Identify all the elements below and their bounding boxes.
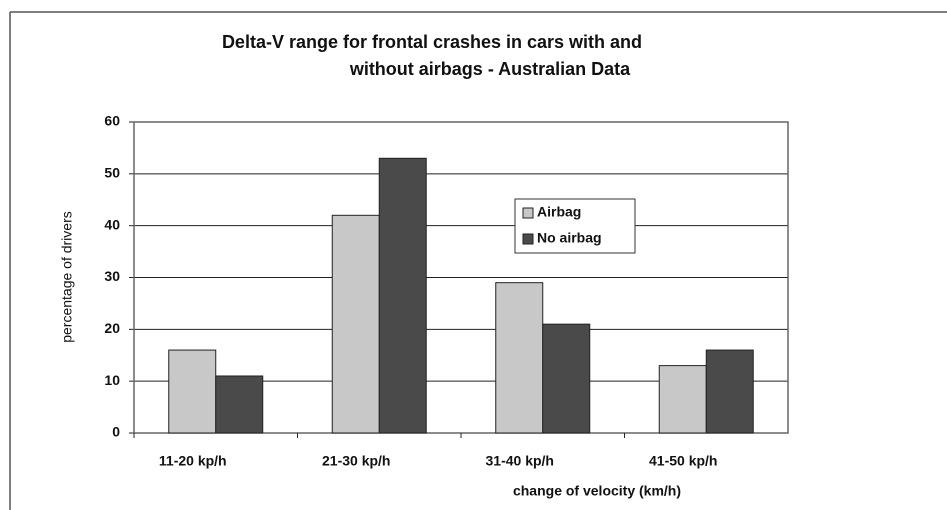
y-tick-label: 50 [104, 165, 120, 181]
y-tick-label: 10 [104, 372, 120, 388]
x-tick-label: 21-30 kp/h [322, 453, 390, 469]
y-tick-label: 0 [112, 424, 120, 440]
y-tick-label: 40 [104, 216, 120, 232]
legend-swatch [522, 207, 534, 219]
y-tick-label: 20 [104, 320, 120, 336]
bar [168, 349, 217, 434]
x-tick-label: 11-20 kp/h [159, 453, 227, 469]
bar [378, 157, 427, 434]
chart-title: without airbags - Australian Data [349, 59, 631, 79]
x-axis-label: change of velocity (km/h) [513, 483, 681, 499]
bar [215, 375, 264, 434]
y-axis-label: percentage of drivers [59, 211, 75, 343]
y-tick-label: 60 [104, 113, 120, 129]
bar [495, 282, 544, 434]
chart-title: Delta-V range for frontal crashes in car… [222, 32, 642, 52]
y-tick-label: 30 [104, 268, 120, 284]
legend-box [514, 198, 636, 254]
legend-label: Airbag [537, 204, 581, 220]
bar [331, 214, 380, 434]
legend-swatch [522, 233, 534, 245]
bar [658, 365, 707, 434]
bar [542, 323, 591, 434]
x-tick-label: 31-40 kp/h [486, 453, 554, 469]
x-tick-label: 41-50 kp/h [649, 453, 717, 469]
bar [705, 349, 754, 434]
legend-label: No airbag [537, 230, 602, 246]
